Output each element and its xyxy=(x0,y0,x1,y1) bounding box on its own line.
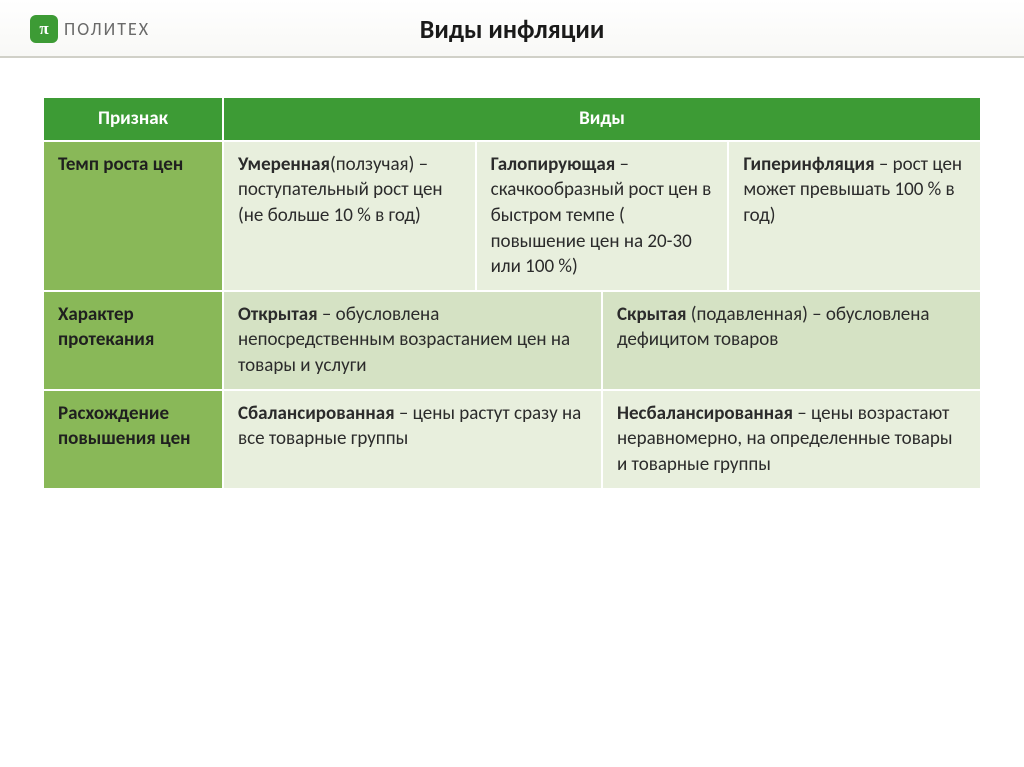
term: Сбалансированная xyxy=(238,402,395,425)
term: Умеренная xyxy=(238,153,330,176)
table-row: Темп роста цен Умеренная(ползучая) – пос… xyxy=(43,141,981,291)
header-bar: π ПОЛИТЕХ Виды инфляции xyxy=(0,0,1024,58)
cell: Умеренная(ползучая) – поступательный рос… xyxy=(223,141,476,291)
row-label: Характер протекания xyxy=(43,291,223,390)
inflation-types-table: Признак Виды Темп роста цен Умеренная(по… xyxy=(42,96,982,490)
table-row: Характер протекания Открытая – обусловле… xyxy=(43,291,981,390)
logo-text: ПОЛИТЕХ xyxy=(64,18,150,40)
table-header-row: Признак Виды xyxy=(43,97,981,141)
cell: Несбалансированная – цены возрастают нер… xyxy=(602,390,981,489)
term: Открытая xyxy=(238,303,318,326)
term: Галопирующая xyxy=(491,153,616,176)
term: Гиперинфляция xyxy=(743,153,874,176)
cell: Сбалансированная – цены растут сразу на … xyxy=(223,390,602,489)
cell: Скрытая (подавленная) – обусловлена дефи… xyxy=(602,291,981,390)
page-title: Виды инфляции xyxy=(150,13,874,45)
cell: Галопирующая – скачкообразный рост цен в… xyxy=(476,141,729,291)
content-area: Признак Виды Темп роста цен Умеренная(по… xyxy=(0,58,1024,528)
row-label: Темп роста цен xyxy=(43,141,223,291)
col-header-types: Виды xyxy=(223,97,981,141)
table-row: Расхождение повышения цен Сбалансированн… xyxy=(43,390,981,489)
row-label: Расхождение повышения цен xyxy=(43,390,223,489)
term: Несбалансированная xyxy=(617,402,793,425)
term: Скрытая xyxy=(617,303,686,326)
pi-logo-icon: π xyxy=(30,15,58,43)
logo: π ПОЛИТЕХ xyxy=(30,15,150,43)
cell: Гиперинфляция – рост цен может превышать… xyxy=(728,141,981,291)
col-header-sign: Признак xyxy=(43,97,223,141)
cell: Открытая – обусловлена непосредственным … xyxy=(223,291,602,390)
